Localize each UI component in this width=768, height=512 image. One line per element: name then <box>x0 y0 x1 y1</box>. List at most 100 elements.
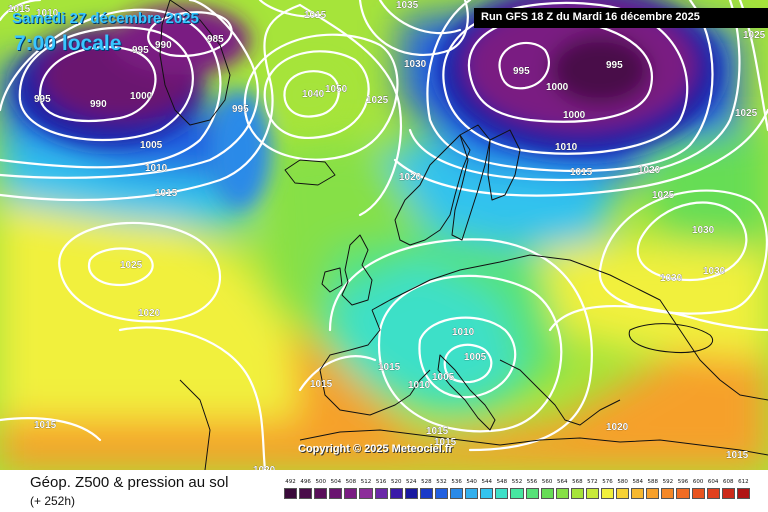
uk-area <box>210 90 270 210</box>
isobar-1030-east <box>636 201 748 282</box>
isobar-1015-iberia <box>298 355 377 392</box>
pressure-label: 1035 <box>396 0 419 11</box>
isobar-1020-ridge <box>298 3 402 217</box>
pressure-label: 1010 <box>555 142 578 153</box>
pressure-label: 1015 <box>434 437 457 448</box>
legend-cell: 592 <box>660 479 675 503</box>
pressure-label: 1015 <box>8 4 31 15</box>
legend-footer: Géop. Z500 & pression au sol (+ 252h) 49… <box>0 470 768 512</box>
legend-cell: 500 <box>313 479 328 503</box>
pressure-label: 1025 <box>735 108 758 119</box>
legend-value: 516 <box>375 479 387 485</box>
pressure-label: 995 <box>232 104 249 115</box>
forecast-time: 7:00 locale <box>14 32 122 55</box>
pressure-label: 1030 <box>660 273 683 284</box>
pressure-label: 1040 <box>302 89 325 100</box>
forecast-lead: (+ 252h) <box>30 494 76 508</box>
pressure-label: 1010 <box>452 327 475 338</box>
coast-greenland <box>159 0 231 126</box>
coast-uk <box>341 234 373 306</box>
pressure-label: 1030 <box>703 266 726 277</box>
isobar-1025-atlantic <box>87 247 154 287</box>
isobar-1030-north <box>358 0 469 56</box>
coast-scandinavia <box>394 134 471 246</box>
legend-swatch <box>510 488 524 499</box>
pressure-label: 1000 <box>546 82 569 93</box>
pressure-label: 995 <box>606 60 623 71</box>
legend-cell: 492 <box>283 479 298 503</box>
isobar-1015-west <box>0 3 302 202</box>
legend-value: 584 <box>632 479 643 485</box>
legend-value: 600 <box>692 479 704 485</box>
legend-swatch <box>646 488 660 499</box>
legend-value: 580 <box>617 479 628 485</box>
isobar-1000-west <box>18 26 194 142</box>
copyright-notice: Copyright © 2025 Meteociel.fr <box>298 443 453 455</box>
legend-value: 604 <box>707 479 719 485</box>
isobar-1015-east <box>408 0 741 182</box>
legend-cell: 568 <box>570 479 585 503</box>
pressure-label: 1050 <box>325 84 348 95</box>
isobar-1020-atlantic <box>58 221 222 323</box>
legend-swatch <box>299 488 313 499</box>
legend-cell: 552 <box>509 479 524 503</box>
pressure-label: 1020 <box>138 308 161 319</box>
legend-cell: 572 <box>585 479 600 503</box>
legend-value: 592 <box>662 479 674 485</box>
legend-swatch <box>600 488 615 499</box>
legend-value: 524 <box>406 479 417 485</box>
legend-swatch <box>434 488 449 499</box>
legend-value: 504 <box>330 479 342 485</box>
legend-swatch <box>374 488 388 499</box>
pressure-label: 1005 <box>140 140 163 151</box>
legend-cell: 536 <box>449 479 464 503</box>
pressure-label: 995 <box>513 66 530 77</box>
isobar-high-iceland-2 <box>263 50 370 139</box>
legend-cell: 496 <box>298 479 313 503</box>
isobar-995-west <box>38 45 157 122</box>
legend-cell: 596 <box>675 479 690 503</box>
legend-cell: 516 <box>374 479 389 503</box>
legend-cell: 600 <box>691 479 706 503</box>
isobar-1020-south <box>118 326 267 470</box>
legend-cell: 556 <box>525 479 540 503</box>
legend-value: 588 <box>647 479 659 485</box>
pressure-label: 1015 <box>310 379 333 390</box>
legend-swatch <box>570 488 584 499</box>
legend-value: 540 <box>466 479 477 485</box>
legend-value: 512 <box>360 479 372 485</box>
isobars <box>0 0 768 470</box>
legend-swatch <box>329 488 343 499</box>
pressure-label: 1015 <box>155 188 178 199</box>
legend-value: 544 <box>481 479 493 485</box>
legend-cell: 528 <box>419 479 434 503</box>
pressure-label: 1000 <box>130 91 153 102</box>
legend-swatch <box>706 488 720 499</box>
coast-france-iberia <box>319 309 431 416</box>
pressure-label: 1020 <box>399 172 422 183</box>
pressure-label: 1020 <box>638 165 661 176</box>
isobar-1020-southeast <box>548 304 768 332</box>
isobar-1005-italy <box>443 343 493 384</box>
field-turquoise <box>330 260 520 410</box>
pressure-label: 1015 <box>304 10 327 21</box>
pressure-label: 1025 <box>652 190 675 201</box>
isobar-1020-east <box>393 108 768 197</box>
legend-swatch <box>284 488 298 499</box>
coast-balkans <box>499 359 621 426</box>
legend-cell: 604 <box>706 479 721 503</box>
pressure-label: 1025 <box>743 30 766 41</box>
legend-cell: 584 <box>630 479 645 503</box>
pressure-label: 1030 <box>692 225 715 236</box>
pressure-label: 985 <box>207 34 224 45</box>
coast-finland <box>487 129 521 201</box>
legend-swatch <box>736 488 750 499</box>
pressure-label: 1020 <box>606 422 629 433</box>
legend-cell: 520 <box>389 479 404 503</box>
run-info: Run GFS 18 Z du Mardi 16 décembre 2025 <box>474 8 768 28</box>
pressure-labels: 1015 1010 995 990 985 995 990 1000 1005 … <box>8 0 766 470</box>
isobar-1035-north <box>378 0 462 35</box>
legend-value: 612 <box>738 479 749 485</box>
legend-value: 552 <box>511 479 523 485</box>
legend-cell: 576 <box>600 479 615 503</box>
